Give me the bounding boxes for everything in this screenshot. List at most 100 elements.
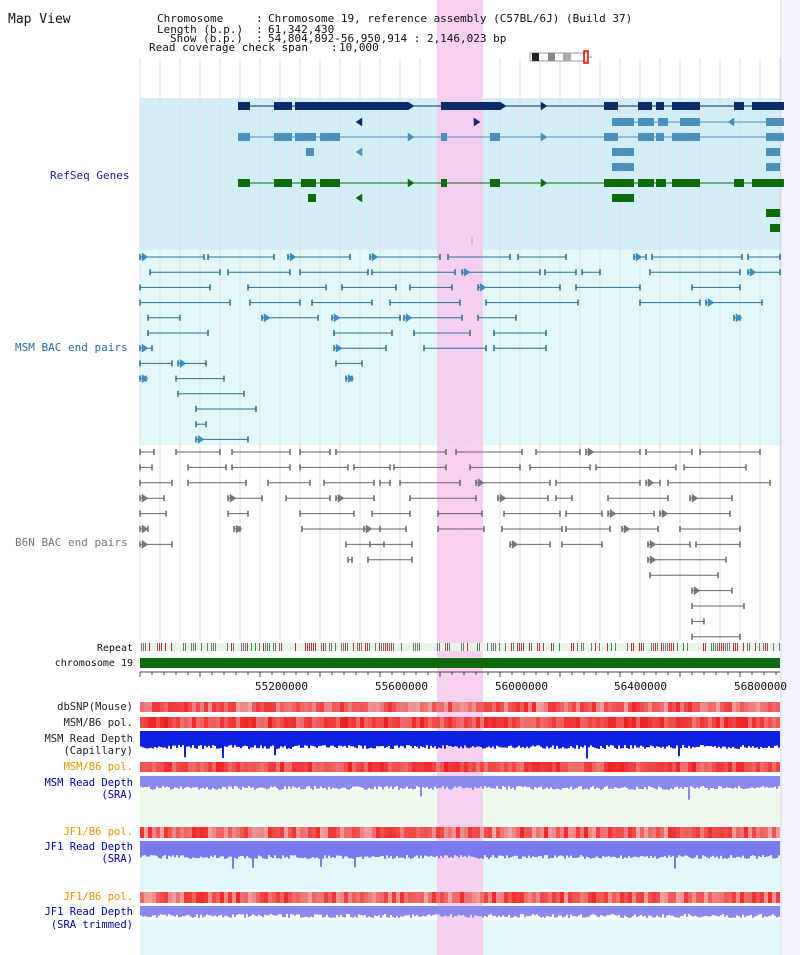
heat-cell [620,892,624,903]
read-depth-bar [382,731,384,747]
read-depth-bar [370,776,372,789]
heat-cell [512,717,516,728]
heat-cell [632,827,636,838]
read-depth-bar [272,731,274,746]
heat-cell [720,702,724,712]
read-depth-bar [392,731,394,749]
heat-cell [324,702,328,712]
read-depth-bar [384,906,386,915]
read-depth-bar [282,906,284,918]
heat-cell [256,827,260,838]
read-depth-bar [730,906,732,918]
repeat-element [141,643,142,651]
read-depth-tracks[interactable] [140,731,780,918]
heat-cell [252,827,256,838]
heat-cell [408,762,412,772]
read-depth-bar [534,731,536,747]
heat-cell [244,702,248,712]
chromosome-ideogram[interactable] [529,50,592,64]
repeat-track[interactable] [140,643,780,651]
msm-depth-cap-label-1: MSM Read Depth [44,733,133,745]
heat-cell [652,827,656,838]
read-depth-bar [742,841,744,856]
heat-cell [476,762,480,772]
heat-cell [620,702,624,712]
read-depth-bar [266,731,268,749]
read-depth-bar [598,906,600,918]
read-depth-bar [352,731,354,747]
read-depth-bar [208,906,210,916]
heat-cell [696,702,700,712]
heat-cell [344,717,348,728]
read-depth-bar [266,776,268,790]
heat-cell [624,717,628,728]
read-depth-bar [476,776,478,789]
read-depth-bar [718,841,720,859]
repeat-element [677,643,678,651]
read-depth-bar [590,841,592,859]
read-depth-bar [170,906,172,916]
repeat-element [591,643,592,651]
read-depth-bar [594,776,596,789]
read-depth-bar [548,906,550,917]
read-depth-bar [164,731,166,748]
read-depth-bar [616,906,618,916]
read-depth-bar [264,841,266,859]
read-depth-bar [244,906,246,918]
repeat-element [595,643,596,651]
heat-cell [148,762,152,772]
heat-cell [724,717,728,728]
read-depth-bar [146,731,148,749]
read-depth-bar [334,731,336,748]
chromosome-bar[interactable] [140,658,780,668]
heat-cell [440,827,444,838]
read-depth-bar [178,731,180,746]
gene-exon [770,224,780,232]
read-depth-bar [166,776,168,787]
read-depth-bar [566,906,568,915]
read-depth-bar [722,841,724,859]
heat-cell [172,762,176,772]
heat-cell [452,717,456,728]
read-depth-bar [206,841,208,858]
read-depth-bar [478,776,480,789]
refseq-gene-features[interactable] [238,101,784,245]
read-depth-bar [306,731,308,746]
heat-cell [692,717,696,728]
heat-cell [472,892,476,903]
read-depth-bar [240,906,242,915]
read-depth-bar [508,776,510,787]
selection-highlight[interactable] [437,0,483,955]
heat-cell [580,892,584,903]
read-depth-bar [318,776,320,789]
read-depth-bar [616,776,618,788]
heat-cell [360,762,364,772]
heat-cell [188,892,192,903]
read-depth-bar [486,841,488,858]
msm-bac-end-pair-features[interactable] [139,252,781,444]
read-depth-bar [370,731,372,748]
read-depth-bar [562,776,564,788]
heat-cell [664,892,668,903]
read-depth-bar [562,841,564,857]
heat-cell [344,702,348,712]
read-depth-bar [552,906,554,915]
read-depth-bar [166,841,168,859]
heat-cell [552,827,556,838]
read-depth-bar [634,776,636,790]
read-depth-bar [252,776,254,788]
msm-depth-sra-label-2: (SRA) [101,789,133,801]
read-depth-bar [444,731,446,749]
read-depth-bar [446,731,448,746]
read-depth-bar [238,731,240,747]
gene-exon [766,118,784,126]
b6n-bac-end-pair-features[interactable] [139,447,771,640]
read-depth-bar [666,776,668,790]
read-depth-bar [640,841,642,857]
heatmap-tracks[interactable] [140,702,780,903]
heat-cell [428,702,432,712]
read-depth-bar [688,906,690,915]
read-depth-bar [676,776,678,787]
heat-cell [380,717,384,728]
